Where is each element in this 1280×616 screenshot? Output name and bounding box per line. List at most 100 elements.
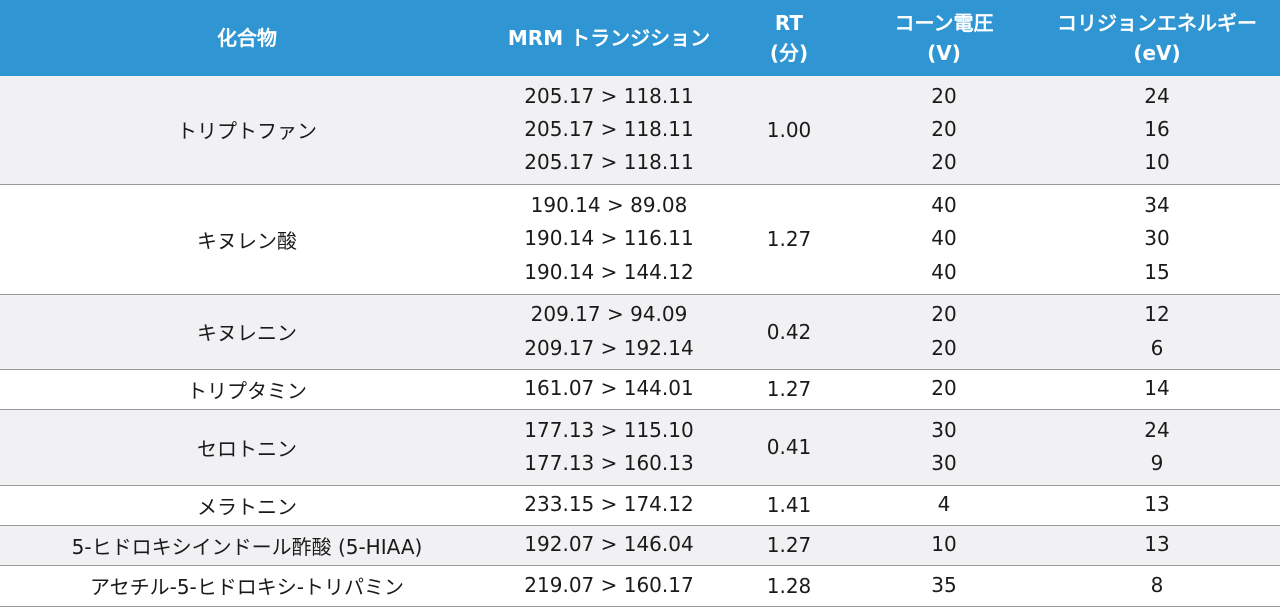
collision-energy-value: 34 — [1144, 193, 1170, 218]
cone-voltage: 40 40 40 — [854, 184, 1034, 295]
compound-name: キヌレン酸 — [0, 184, 494, 295]
collision-energy-value: 12 — [1144, 302, 1170, 327]
collision-energy: 8 — [1034, 565, 1280, 607]
retention-time: 1.27 — [724, 525, 854, 566]
collision-energy-value: 6 — [1150, 335, 1164, 360]
mrm-transition: 233.15 > 174.12 — [494, 485, 724, 526]
cone-voltage-value: 10 — [931, 532, 957, 557]
mrm-transition-value: 205.17 > 118.11 — [524, 150, 694, 175]
retention-time-text: 1.41 — [766, 493, 812, 517]
header-row: 化合物 MRM トランジション RT (分) コーン電圧 (V) コリジョンエネルギ… — [0, 0, 1280, 76]
compound-name: トリプトファン — [0, 76, 494, 185]
retention-time: 0.41 — [724, 409, 854, 486]
compound-name-text: トリプトファン — [177, 119, 317, 144]
retention-time-text: 1.00 — [766, 117, 812, 142]
mrm-transition-value: 209.17 > 192.14 — [524, 335, 694, 360]
cone-voltage-value: 40 — [931, 259, 957, 284]
mrm-transition-value: 209.17 > 94.09 — [530, 302, 688, 327]
collision-energy-value: 14 — [1144, 376, 1170, 401]
retention-time-text: 1.27 — [766, 377, 812, 401]
cone-voltage-value: 40 — [931, 193, 957, 218]
collision-energy-value: 24 — [1144, 417, 1170, 442]
header-cone-voltage: コーン電圧 (V) — [854, 0, 1034, 76]
compound-name: セロトニン — [0, 409, 494, 486]
header-rt: RT (分) — [724, 0, 854, 76]
compound-name-text: キヌレン酸 — [197, 228, 297, 253]
collision-energy: 14 — [1034, 369, 1280, 410]
collision-energy: 24 9 — [1034, 409, 1280, 486]
mrm-transition: 219.07 > 160.17 — [494, 565, 724, 607]
mrm-transition: 192.07 > 146.04 — [494, 525, 724, 566]
collision-energy: 24 16 10 — [1034, 76, 1280, 185]
collision-energy: 34 30 15 — [1034, 184, 1280, 295]
cone-voltage: 20 20 20 — [854, 76, 1034, 185]
mrm-transition-value: 190.14 > 144.12 — [524, 259, 694, 284]
mrm-transition-value: 219.07 > 160.17 — [524, 572, 694, 597]
compound-name-text: メラトニン — [197, 494, 297, 519]
compound-name-text: アセチル-5-ヒドロキシ-トリパミン — [90, 575, 404, 599]
cone-voltage-value: 40 — [931, 226, 957, 251]
compound-name: メラトニン — [0, 485, 494, 526]
collision-energy-value: 13 — [1144, 492, 1170, 517]
compound-name-text: セロトニン — [197, 436, 297, 461]
retention-time-text: 0.42 — [766, 319, 812, 344]
cone-voltage: 20 — [854, 369, 1034, 410]
compound-name: 5-ヒドロキシインドール酢酸 (5-HIAA) — [0, 525, 494, 566]
mrm-transition: 190.14 > 89.08 190.14 > 116.11 190.14 > 14… — [494, 184, 724, 295]
retention-time: 1.00 — [724, 76, 854, 185]
retention-time: 1.41 — [724, 485, 854, 526]
compound-name: キヌレニン — [0, 294, 494, 370]
compound-name-text: トリプタミン — [187, 378, 307, 403]
collision-energy-value: 10 — [1144, 150, 1170, 175]
collision-energy-value: 8 — [1150, 572, 1164, 597]
mrm-transition: 177.13 > 115.10 177.13 > 160.13 — [494, 409, 724, 486]
cone-voltage-value: 30 — [931, 417, 957, 442]
table-row: セロトニン 177.13 > 115.10 177.13 > 160.13 0.41 3… — [0, 409, 1280, 486]
collision-energy-value: 9 — [1150, 451, 1164, 475]
retention-time: 1.28 — [724, 565, 854, 607]
mrm-transition: 161.07 > 144.01 — [494, 369, 724, 410]
collision-energy: 12 6 — [1034, 294, 1280, 370]
cone-voltage-value: 30 — [931, 451, 957, 475]
header-compound: 化合物 — [0, 0, 494, 76]
table-row: トリプトファン 205.17 > 118.11 205.17 > 118.11 205… — [0, 76, 1280, 185]
cone-voltage-value: 20 — [931, 376, 957, 401]
table-row: キヌレン酸 190.14 > 89.08 190.14 > 116.11 190.14… — [0, 184, 1280, 295]
cone-voltage: 30 30 — [854, 409, 1034, 486]
mrm-transition-value: 233.15 > 174.12 — [524, 492, 694, 517]
retention-time-text: 0.41 — [766, 435, 812, 459]
collision-energy-value: 24 — [1144, 83, 1170, 108]
table-row: アセチル-5-ヒドロキシ-トリパミン 219.07 > 160.17 1.28 35 8 — [0, 565, 1280, 607]
cone-voltage: 20 20 — [854, 294, 1034, 370]
mrm-transition-value: 205.17 > 118.11 — [524, 83, 694, 108]
cone-voltage: 4 — [854, 485, 1034, 526]
retention-time-text: 1.27 — [766, 533, 812, 557]
collision-energy: 13 — [1034, 525, 1280, 566]
cone-voltage-value: 20 — [931, 335, 957, 360]
mrm-transition-value: 161.07 > 144.01 — [524, 376, 694, 401]
retention-time: 0.42 — [724, 294, 854, 370]
header-mrm-transition: MRM トランジション — [494, 0, 724, 76]
retention-time-text: 1.28 — [766, 573, 812, 598]
mrm-transition-value: 205.17 > 118.11 — [524, 117, 694, 142]
collision-energy: 13 — [1034, 485, 1280, 526]
cone-voltage-value: 20 — [931, 302, 957, 327]
retention-time: 1.27 — [724, 369, 854, 410]
compound-name-text: 5-ヒドロキシインドール酢酸 (5-HIAA) — [71, 534, 423, 559]
cone-voltage-value: 20 — [931, 117, 957, 142]
cone-voltage-value: 35 — [931, 572, 957, 597]
mrm-transition: 205.17 > 118.11 205.17 > 118.11 205.17 > 1… — [494, 76, 724, 185]
retention-time: 1.27 — [724, 184, 854, 295]
mrm-transition-value: 190.14 > 116.11 — [524, 226, 694, 251]
mrm-transition-value: 190.14 > 89.08 — [530, 193, 688, 218]
header-collision-energy: コリジョンエネルギー (eV) — [1034, 0, 1280, 76]
cone-voltage: 35 — [854, 565, 1034, 607]
collision-energy-value: 16 — [1144, 117, 1170, 142]
table-row: キヌレニン 209.17 > 94.09 209.17 > 192.14 0.42 20… — [0, 294, 1280, 370]
mrm-transition-value: 177.13 > 115.10 — [524, 417, 694, 442]
table-header: 化合物 MRM トランジション RT (分) コーン電圧 (V) コリジョンエネルギ… — [0, 0, 1280, 76]
mrm-transition: 209.17 > 94.09 209.17 > 192.14 — [494, 294, 724, 370]
table-row: 5-ヒドロキシインドール酢酸 (5-HIAA) 192.07 > 146.04 1.… — [0, 525, 1280, 566]
cone-voltage-value: 20 — [931, 83, 957, 108]
